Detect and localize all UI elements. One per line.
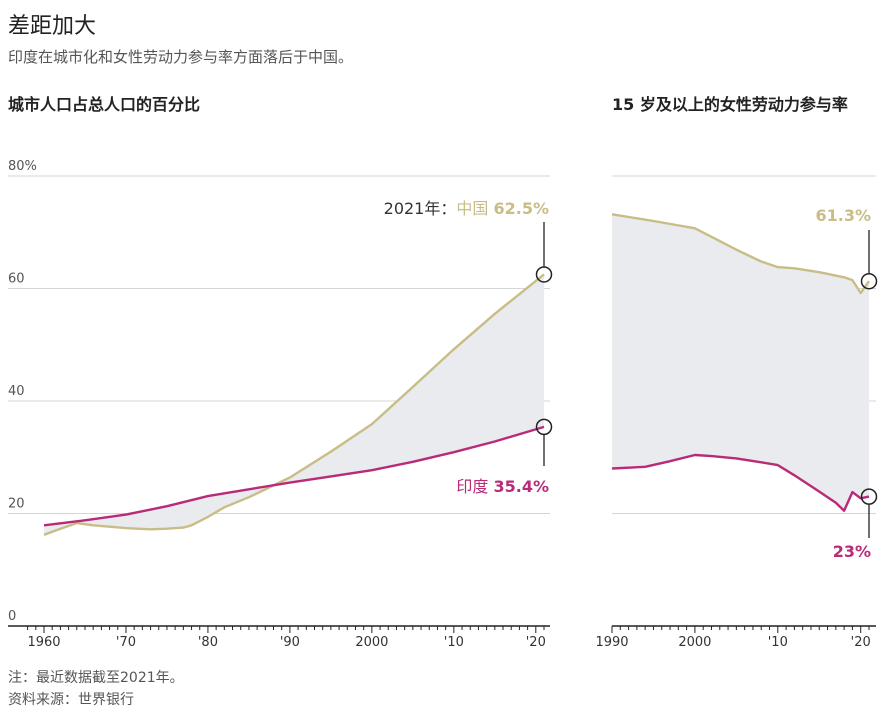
china-line <box>43 273 545 537</box>
y-tick-label: 0 <box>8 609 16 624</box>
india-end-label-right: 23% <box>833 542 871 561</box>
india-label-value: 35.4% <box>493 477 549 496</box>
right-x-axis: 1990 2000 '10 '20 <box>595 625 876 650</box>
gap-area <box>612 214 869 511</box>
india-end-label-left: 印度 35.4% <box>456 477 549 496</box>
chart-title: 差距加大 <box>8 14 96 39</box>
china-end-marker <box>860 272 878 290</box>
x-tick-label: '90 <box>280 635 300 650</box>
right-panel-title-text: 岁及以上的女性劳动力参与率 <box>634 95 848 114</box>
china-end-marker <box>535 266 553 283</box>
y-tick-label: 80% <box>8 159 37 174</box>
right-panel-title: 15 岁及以上的女性劳动力参与率 <box>612 95 848 114</box>
india-line <box>611 453 870 512</box>
india-label-name: 印度 <box>456 477 488 496</box>
footnote: 注：最近数据截至2021年。 <box>8 670 184 686</box>
left-plot-area <box>43 222 553 537</box>
china-label-name: 中国 <box>456 199 488 218</box>
x-tick-label: '20 <box>526 635 546 650</box>
y-tick-label: 40 <box>8 384 25 399</box>
source-note: 资料来源：世界银行 <box>8 692 134 708</box>
left-x-axis: 1960 '70 '80 '90 2000 '10 '20 <box>8 625 550 650</box>
x-tick-label: 2000 <box>355 635 388 650</box>
y-tick-label: 60 <box>8 272 25 287</box>
y-axis-labels: 0 20 40 60 80% <box>8 159 37 624</box>
x-tick-label: 1990 <box>595 635 628 650</box>
x-tick-label: '70 <box>116 635 136 650</box>
x-tick-label: '80 <box>198 635 218 650</box>
gap-area <box>44 274 544 535</box>
x-tick-label: 1960 <box>27 635 60 650</box>
india-end-marker <box>535 418 553 436</box>
china-line <box>611 213 870 295</box>
china-end-label-left: 2021年：中国 62.5% <box>384 199 549 218</box>
right-panel-title-number: 15 <box>612 95 634 114</box>
right-plot-area <box>611 213 878 538</box>
x-tick-label: '10 <box>444 635 464 650</box>
china-label-prefix: 2021年： <box>384 199 457 218</box>
india-line <box>43 425 545 527</box>
x-tick-label: 2000 <box>678 635 711 650</box>
china-label-value: 62.5% <box>493 199 549 218</box>
x-tick-label: '20 <box>851 635 871 650</box>
chart-subtitle: 印度在城市化和女性劳动力参与率方面落后于中国。 <box>8 48 353 66</box>
india-end-marker <box>860 488 878 505</box>
x-tick-label: '10 <box>768 635 788 650</box>
left-panel-title: 城市人口占总人口的百分比 <box>8 95 200 114</box>
y-tick-label: 20 <box>8 497 25 512</box>
china-end-label-right: 61.3% <box>815 206 871 225</box>
